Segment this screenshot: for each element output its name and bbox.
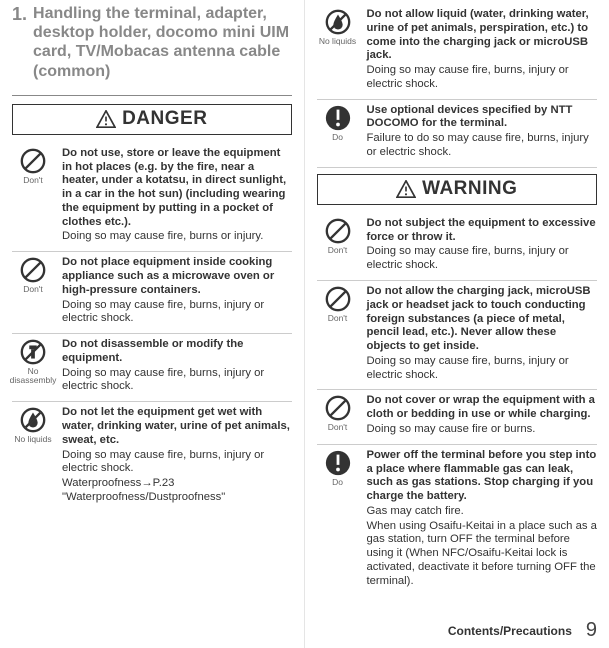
- icon-label: No disassembly: [10, 367, 57, 384]
- warning-triangle-icon: [96, 110, 116, 128]
- icon-label: Don't: [23, 285, 43, 294]
- left-column: 1. Handling the terminal, adapter, deskt…: [0, 0, 305, 648]
- right-column: No liquids Do not allow liquid (water, d…: [305, 0, 609, 648]
- no-disassembly-icon: [19, 338, 47, 366]
- do-icon: [324, 104, 352, 132]
- item-bold: Do not use, store or leave the equipment…: [62, 147, 292, 230]
- precaution-item: Don't Do not subject the equipment to ex…: [317, 213, 598, 281]
- icon-label: Don't: [328, 314, 348, 323]
- danger-heading: DANGER: [12, 104, 292, 135]
- prohibit-icon: [324, 285, 352, 313]
- item-rest: Doing so may cause fire or burns.: [367, 423, 598, 437]
- item-bold: Use optional devices specified by NTT DO…: [367, 104, 598, 132]
- precaution-item: Don't Do not cover or wrap the equipment…: [317, 390, 598, 444]
- item-bold: Do not cover or wrap the equipment with …: [367, 394, 598, 422]
- danger-label: DANGER: [122, 108, 207, 130]
- item-bold: Power off the terminal before you step i…: [367, 449, 598, 504]
- do-icon: [324, 449, 352, 477]
- item-rest: Doing so may cause fire, burns, injury o…: [62, 449, 292, 477]
- item-bold: Do not let the equipment get wet with wa…: [62, 406, 292, 447]
- precaution-item: No liquids Do not allow liquid (water, d…: [317, 4, 598, 100]
- footer-page-number: 9: [586, 619, 597, 642]
- icon-label: Don't: [23, 176, 43, 185]
- prohibit-icon: [324, 394, 352, 422]
- item-bold: Do not allow the charging jack, microUSB…: [367, 285, 598, 354]
- section-number: 1.: [12, 4, 27, 25]
- item-bold: Do not place equipment inside cooking ap…: [62, 256, 292, 297]
- precaution-item: Don't Do not use, store or leave the equ…: [12, 143, 292, 252]
- precaution-item: Do Use optional devices specified by NTT…: [317, 100, 598, 168]
- item-rest: Doing so may cause fire, burns, injury o…: [62, 367, 292, 395]
- item-rest: Gas may catch fire.: [367, 505, 598, 519]
- precaution-item: Don't Do not place equipment inside cook…: [12, 252, 292, 334]
- icon-label: Do: [332, 133, 343, 142]
- precaution-item: No liquids Do not let the equipment get …: [12, 402, 292, 511]
- no-liquids-icon: [19, 406, 47, 434]
- title-line-common: (common): [33, 63, 110, 80]
- item-bold: Do not allow liquid (water, drinking wat…: [367, 8, 598, 63]
- prohibit-icon: [19, 256, 47, 284]
- icon-label: Don't: [328, 423, 348, 432]
- section-title: Handling the terminal, adapter, desktop …: [33, 4, 289, 81]
- item-rest: Doing so may cause fire, burns, injury o…: [62, 299, 292, 327]
- item-rest: Doing so may cause fire, burns, injury o…: [367, 355, 598, 383]
- warning-triangle-icon: [396, 180, 416, 198]
- item-rest: Failure to do so may cause fire, burns, …: [367, 132, 598, 160]
- item-bold: Do not subject the equipment to excessiv…: [367, 217, 598, 245]
- item-extra: When using Osaifu-Keitai in a place such…: [367, 520, 598, 589]
- icon-label: Do: [332, 478, 343, 487]
- precaution-item: Don't Do not allow the charging jack, mi…: [317, 281, 598, 390]
- item-bold: Do not disassemble or modify the equipme…: [62, 338, 292, 366]
- page-footer: Contents/Precautions 9: [448, 619, 597, 642]
- icon-label: No liquids: [319, 37, 356, 46]
- item-rest: Doing so may cause fire, burns or injury…: [62, 230, 292, 244]
- precaution-item: Do Power off the terminal before you ste…: [317, 445, 598, 596]
- title-line: desktop holder, docomo mini UIM: [33, 24, 289, 41]
- warning-label: WARNING: [422, 178, 517, 200]
- item-rest: Doing so may cause fire, burns, injury o…: [367, 64, 598, 92]
- item-rest: Doing so may cause fire, burns, injury o…: [367, 245, 598, 273]
- prohibit-icon: [324, 217, 352, 245]
- icon-label: No liquids: [14, 435, 51, 444]
- icon-label: Don't: [328, 246, 348, 255]
- precaution-item: No disassembly Do not disassemble or mod…: [12, 334, 292, 402]
- no-liquids-icon: [324, 8, 352, 36]
- title-line: card, TV/Mobacas antenna cable: [33, 43, 280, 60]
- title-line: Handling the terminal, adapter,: [33, 5, 267, 22]
- prohibit-icon: [19, 147, 47, 175]
- warning-heading: WARNING: [317, 174, 598, 205]
- section-heading: 1. Handling the terminal, adapter, deskt…: [12, 4, 292, 81]
- item-extra: Waterproofness→P.23 "Waterproofness/Dust…: [62, 477, 292, 505]
- section-rule: [12, 95, 292, 96]
- footer-section-label: Contents/Precautions: [448, 624, 572, 638]
